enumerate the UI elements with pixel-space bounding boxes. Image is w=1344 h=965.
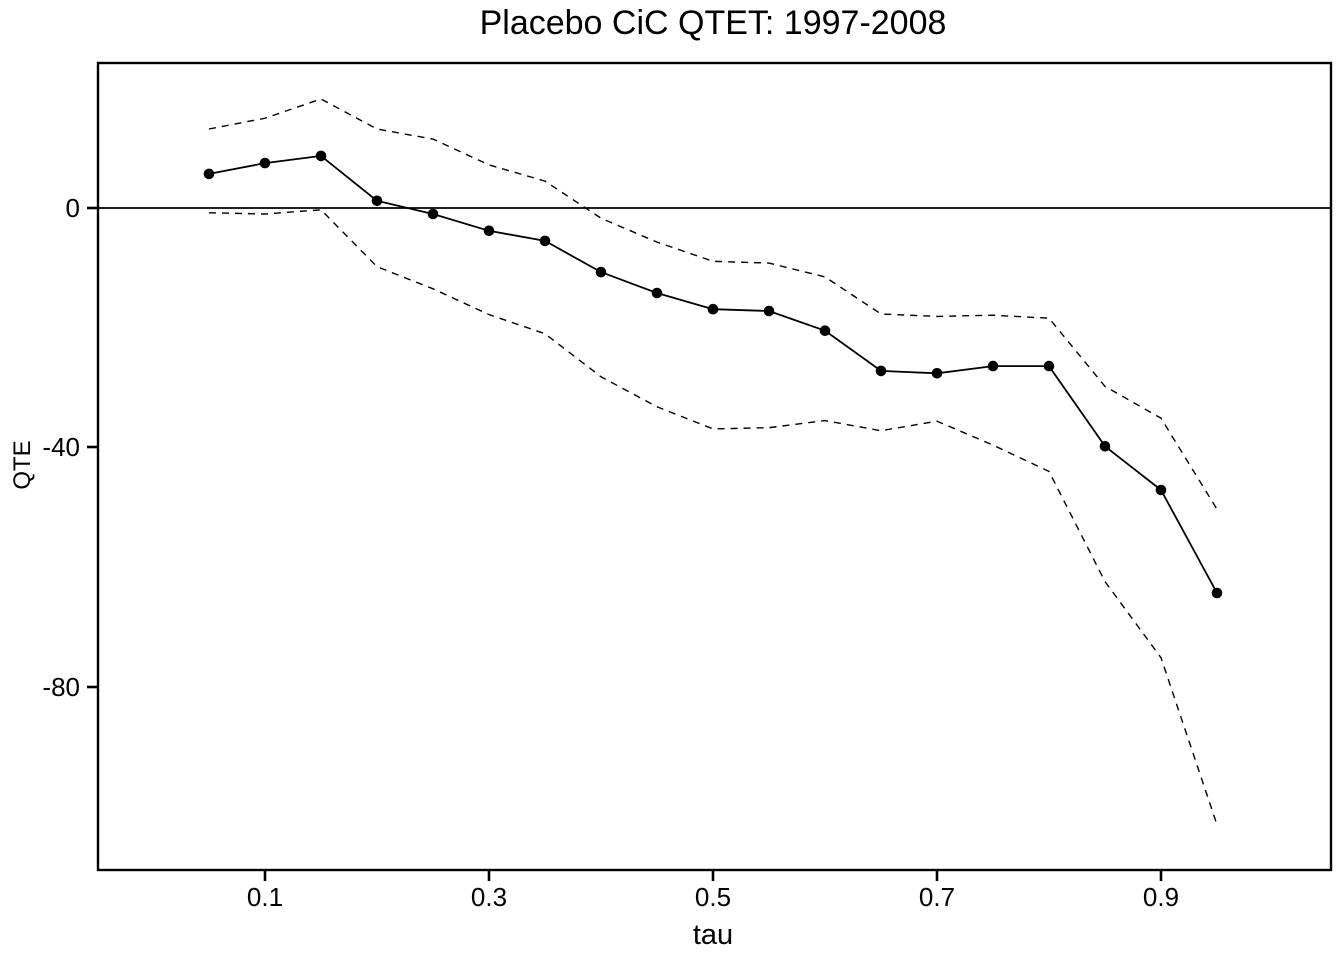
svg-text:tau: tau <box>693 919 733 951</box>
svg-text:Placebo CiC QTET: 1997-2008: Placebo CiC QTET: 1997-2008 <box>480 4 947 42</box>
svg-text:0: 0 <box>66 193 80 223</box>
svg-text:0.9: 0.9 <box>1143 882 1179 912</box>
svg-text:-40: -40 <box>42 432 80 462</box>
svg-text:0.5: 0.5 <box>695 882 731 912</box>
svg-text:0.7: 0.7 <box>919 882 955 912</box>
svg-text:QTE: QTE <box>9 440 36 489</box>
svg-text:0.3: 0.3 <box>471 882 507 912</box>
svg-text:0.1: 0.1 <box>247 882 283 912</box>
svg-text:-80: -80 <box>42 672 80 702</box>
